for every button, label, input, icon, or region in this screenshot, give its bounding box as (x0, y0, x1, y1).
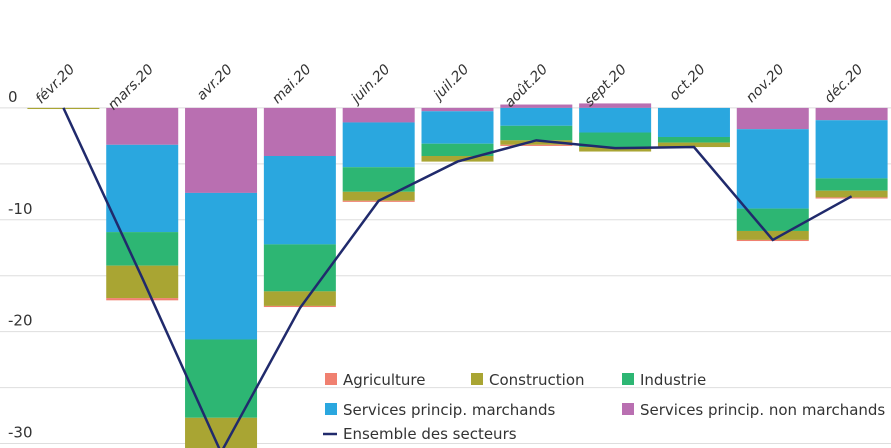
legend-label: Agriculture (343, 371, 426, 389)
bar-segment (500, 125, 573, 141)
bar-segment (421, 107, 494, 112)
bar-segment (421, 143, 494, 157)
bar-segment (106, 144, 179, 233)
y-tick-label: 0 (8, 88, 18, 106)
x-tick-label: déc.20 (822, 61, 867, 106)
bar-segment (106, 265, 179, 299)
bar-segment (342, 122, 415, 168)
bar-segment (185, 417, 258, 448)
y-tick-label: -10 (8, 200, 33, 218)
bar-segment (500, 144, 573, 146)
bar-segment (736, 107, 809, 130)
bar-segment (500, 140, 573, 145)
bar-segment (185, 192, 258, 340)
bar-segment (736, 208, 809, 231)
x-tick-label: sept.20 (581, 61, 630, 110)
legend-swatch (622, 373, 634, 385)
bar-segment (657, 142, 730, 148)
legend-label: Services princip. non marchands (640, 401, 885, 419)
legend-swatch (325, 373, 337, 385)
bar-segment (657, 136, 730, 143)
x-tick-label: juin.20 (347, 61, 394, 108)
bar-segment (263, 107, 336, 157)
bar-segment (657, 107, 730, 137)
bar-segment (185, 107, 258, 193)
x-tick-label: juil.20 (429, 61, 472, 104)
legend-label: Ensemble des secteurs (343, 425, 517, 443)
bar-segment (106, 107, 179, 145)
bar-segment (815, 190, 888, 198)
bar-segment (736, 230, 809, 240)
legend-label: Industrie (640, 371, 706, 389)
bar-segment (815, 107, 888, 121)
bar-segment (736, 129, 809, 209)
bar-segment (106, 298, 179, 301)
bar-segment (579, 107, 652, 133)
bar-segment (815, 197, 888, 199)
y-tick-label: -30 (8, 424, 33, 442)
bar-segment (185, 339, 258, 418)
line (62, 107, 853, 448)
bar-segment (106, 232, 179, 266)
bar-segment (342, 107, 415, 123)
x-tick-label: mars.20 (105, 61, 157, 113)
bar-segment (263, 156, 336, 245)
bar-segment (421, 111, 494, 144)
x-tick-label: avr.20 (194, 61, 236, 103)
legend-label: Services princip. marchands (343, 401, 555, 419)
legend-swatch (622, 403, 634, 415)
legend-swatch (471, 373, 483, 385)
bar-segment (579, 132, 652, 148)
legend-swatch (325, 403, 337, 415)
x-tick-label: nov.20 (743, 61, 788, 106)
bar-segment (815, 178, 888, 191)
bar-segment (342, 191, 415, 201)
bar-segment (500, 104, 573, 108)
bar-segment (815, 120, 888, 179)
bar-segment (500, 107, 573, 126)
x-tick-label: août.20 (502, 61, 551, 110)
bar-segment (263, 291, 336, 306)
x-tick-label: févr.20 (33, 61, 79, 107)
bar-segment (579, 103, 652, 108)
y-tick-label: -20 (8, 312, 33, 330)
bar-segment (421, 156, 494, 162)
legend-label: Construction (489, 371, 585, 389)
bar-segment (263, 244, 336, 292)
x-tick-label: oct.20 (666, 61, 709, 104)
x-tick-label: mai.20 (269, 61, 315, 107)
